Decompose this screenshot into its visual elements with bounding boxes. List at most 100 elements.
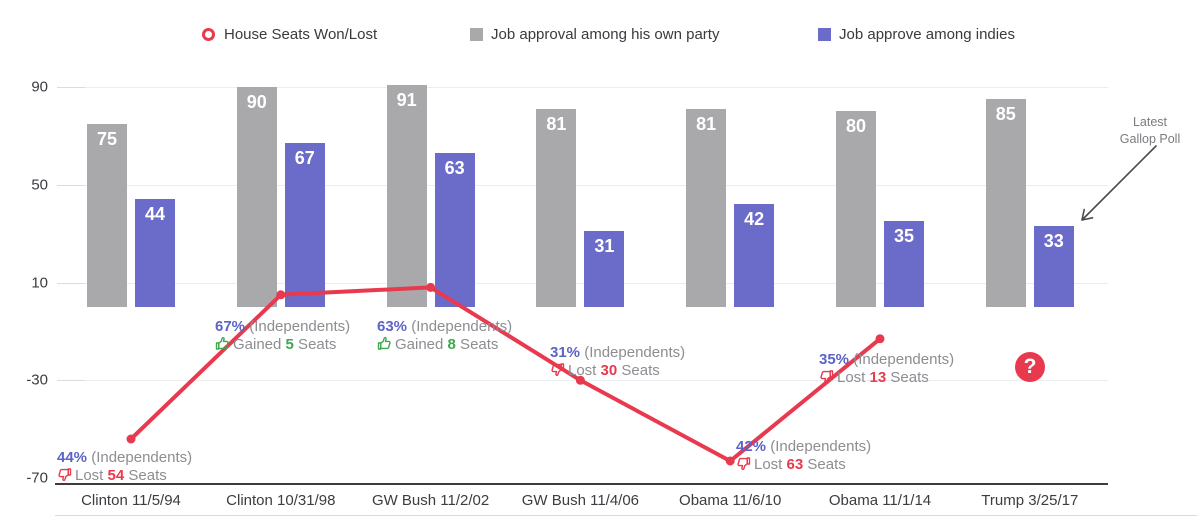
thumbs-up-icon	[215, 336, 229, 350]
bar-value-label: 35	[893, 226, 915, 247]
bar-value-label: 85	[995, 104, 1016, 125]
bar-marker-icon	[470, 27, 483, 41]
y-tick-label: 50	[31, 176, 48, 194]
independents-qualifier: (Independents)	[584, 344, 686, 361]
annotation-pct-line: 67% (Independents)	[215, 318, 350, 336]
bar-indies: 33	[1033, 226, 1074, 307]
legend-label: Job approve among indies	[839, 25, 1015, 43]
x-axis-line	[55, 483, 1108, 485]
grid-tick	[57, 282, 85, 284]
bar-value-label: 42	[744, 209, 765, 230]
thumbs-down-icon	[58, 468, 72, 482]
legend-label: Job approval among his own party	[491, 25, 720, 43]
seat-change-annotation: 67% (Independents) Gained 5 Seats	[215, 318, 350, 354]
annotation-pct-line: 42% (Independents)	[736, 438, 871, 456]
x-axis-label: GW Bush 11/4/06	[521, 492, 640, 509]
bar-own-party: 81	[536, 109, 577, 307]
independents-qualifier: (Independents)	[770, 438, 872, 455]
latest-gallop-poll-callout: Latest Gallop Poll	[1098, 114, 1200, 148]
legend-item: Job approve among indies	[818, 25, 1015, 43]
seat-change-annotation: 42% (Independents) Lost 63 Seats	[736, 438, 871, 474]
legend-label: House Seats Won/Lost	[224, 25, 378, 43]
bar-own-party: 80	[836, 111, 876, 307]
bar-marker-icon	[818, 27, 831, 41]
bar-value-label: 63	[444, 158, 465, 178]
annotation-seats-line: Lost 30 Seats	[550, 362, 685, 380]
y-tick-label: 10	[31, 274, 48, 292]
bar-value-label: 80	[845, 116, 867, 137]
thumbs-up-icon	[377, 336, 391, 350]
line-vertex-dot	[725, 456, 735, 466]
bar-own-party: 90	[236, 87, 277, 307]
x-axis-label: Trump 3/25/17	[981, 492, 1079, 509]
seat-change-annotation: 63% (Independents) Gained 8 Seats	[377, 318, 512, 354]
bar-indies: 31	[584, 231, 625, 307]
bar-value-label: 91	[396, 89, 417, 110]
bottom-divider-line	[55, 515, 1197, 516]
grid-tick	[57, 380, 85, 382]
callout-arrow	[1081, 145, 1157, 221]
annotation-seats-line: Lost 13 Seats	[819, 369, 954, 387]
bar-indies: 35	[884, 221, 924, 307]
callout-line-1: Latest	[1132, 115, 1168, 129]
bar-value-label: 44	[144, 204, 166, 225]
annotation-seats-line: Gained 8 Seats	[377, 336, 512, 354]
annotation-pct-line: 44% (Independents)	[57, 449, 192, 467]
bar-indies: 44	[135, 199, 175, 307]
bar-value-label: 31	[594, 236, 615, 257]
seat-change-annotation: 44% (Independents) Lost 54 Seats	[57, 449, 192, 485]
seats-count: 5	[285, 336, 294, 353]
bar-own-party: 91	[386, 84, 427, 307]
annotation-pct-line: 63% (Independents)	[377, 318, 512, 336]
seat-change-annotation: 31% (Independents) Lost 30 Seats	[550, 344, 685, 380]
independents-qualifier: (Independents)	[249, 318, 351, 335]
x-axis-label: Obama 11/1/14	[828, 492, 932, 509]
bar-indies: 42	[734, 204, 775, 307]
independents-pct: 35%	[819, 351, 850, 368]
seat-change-annotation: 35% (Independents) Lost 13 Seats	[819, 351, 954, 387]
legend-item: House Seats Won/Lost	[202, 25, 378, 43]
grid-line	[57, 282, 1108, 284]
bar-own-party: 81	[686, 109, 727, 307]
independents-qualifier: (Independents)	[91, 449, 193, 466]
independents-qualifier: (Independents)	[853, 351, 955, 368]
independents-pct: 31%	[550, 344, 581, 361]
thumbs-down-icon	[737, 457, 751, 471]
seats-count: 13	[869, 369, 887, 386]
annotation-seats-line: Gained 5 Seats	[215, 336, 350, 354]
bar-indies: 63	[434, 153, 475, 307]
bar-own-party: 75	[87, 123, 127, 307]
bar-own-party: 85	[985, 99, 1026, 307]
annotation-pct-line: 35% (Independents)	[819, 351, 954, 369]
line-marker-icon	[202, 27, 215, 41]
y-tick-label: -30	[26, 371, 48, 389]
bar-value-label: 81	[696, 114, 717, 134]
independents-pct: 67%	[215, 318, 246, 335]
x-axis-label: Obama 11/6/10	[679, 492, 782, 509]
thumbs-down-icon	[820, 370, 834, 384]
thumbs-down-icon	[551, 363, 565, 377]
line-vertex-dot	[126, 434, 136, 444]
seats-count: 63	[786, 456, 804, 473]
grid-line	[57, 184, 1108, 186]
legend-item: Job approval among his own party	[470, 25, 720, 43]
seats-count: 30	[600, 362, 618, 379]
seats-count: 54	[107, 467, 125, 484]
independents-qualifier: (Independents)	[411, 318, 513, 335]
bar-value-label: 81	[546, 114, 567, 134]
bar-value-label: 33	[1043, 231, 1064, 252]
bar-value-label: 67	[294, 148, 315, 169]
annotation-pct-line: 31% (Independents)	[550, 344, 685, 362]
callout-line-2: Gallop Poll	[1119, 132, 1181, 146]
line-vertex-dot	[875, 334, 885, 344]
annotation-seats-line: Lost 63 Seats	[736, 456, 871, 474]
bar-value-label: 90	[246, 92, 267, 112]
seats-count: 8	[447, 336, 456, 353]
house-seats-line	[129, 285, 882, 463]
x-axis-label: GW Bush 11/2/02	[371, 492, 490, 509]
grid-tick	[57, 184, 85, 186]
grid-line	[57, 87, 1108, 88]
independents-pct: 42%	[736, 438, 767, 455]
bar-value-label: 75	[96, 128, 118, 149]
